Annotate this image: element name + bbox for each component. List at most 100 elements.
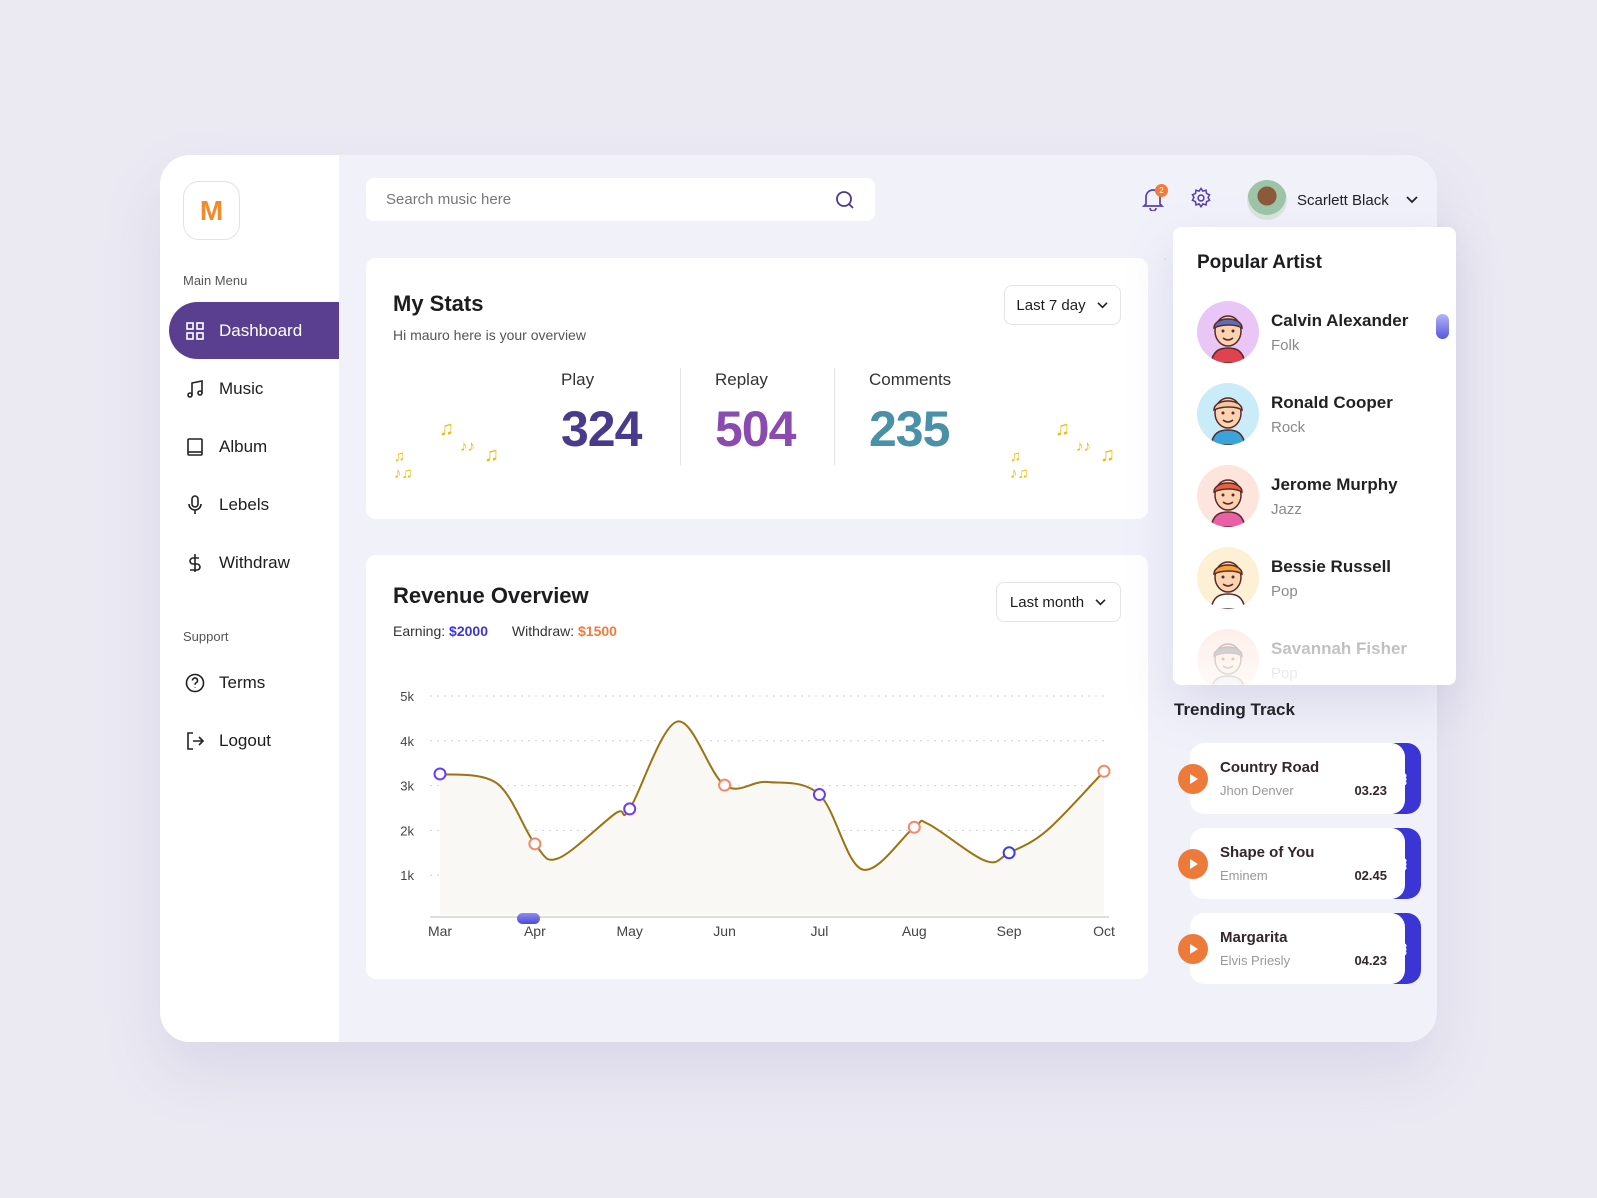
artist-genre: Rock	[1271, 418, 1306, 436]
search-icon[interactable]	[835, 190, 855, 210]
stat-replay: Replay 504	[715, 370, 796, 458]
artist-name: Calvin Alexander	[1271, 310, 1409, 330]
artist-item[interactable]: Calvin Alexander Folk	[1197, 301, 1408, 363]
track-duration: 03.23	[1354, 783, 1387, 798]
artist-name: Ronald Cooper	[1271, 392, 1393, 412]
y-tick-label: 2k	[400, 823, 414, 838]
stat-label: Replay	[715, 370, 768, 389]
data-point-sep	[1002, 846, 1016, 860]
user-name: Scarlett Black	[1297, 191, 1389, 209]
logout-icon	[187, 731, 205, 750]
sidebar-item-label: Album	[219, 436, 268, 456]
chevron-down-icon	[1406, 196, 1418, 204]
artist-item[interactable]: Ronald Cooper Rock	[1197, 383, 1393, 445]
artist-avatar	[1197, 465, 1259, 527]
sidebar-item-label: Music	[219, 378, 264, 398]
artist-avatar	[1197, 301, 1259, 363]
stat-value: 235	[869, 401, 950, 457]
series-line	[439, 720, 1105, 871]
chevron-down-icon	[1095, 598, 1106, 605]
main-menu-label: Main Menu	[183, 273, 248, 288]
sidebar-item-label: Withdraw	[219, 552, 290, 572]
sidebar-item-dashboard[interactable]: Dashboard	[169, 302, 339, 359]
divider	[834, 368, 835, 465]
stats-range-value: Last 7 day	[1016, 296, 1086, 314]
revenue-range-value: Last month	[1009, 593, 1085, 611]
stats-range-dropdown[interactable]: Last 7 day	[1004, 285, 1121, 325]
stats-subtitle: Hi mauro here is your overview	[393, 327, 586, 343]
logo: M	[183, 181, 240, 240]
play-button[interactable]	[1178, 764, 1208, 794]
fade-overlay	[1173, 605, 1456, 685]
grid-icon	[186, 321, 204, 340]
user-menu[interactable]: Scarlett Black	[1247, 180, 1419, 220]
track-artist: Eminem	[1220, 868, 1268, 883]
artist-item[interactable]: Jerome Murphy Jazz	[1197, 465, 1398, 527]
track-name: Margarita	[1220, 929, 1288, 946]
data-point-aug	[907, 820, 921, 834]
revenue-range-dropdown[interactable]: Last month	[996, 582, 1121, 622]
x-tick-label: Mar	[428, 923, 452, 939]
stat-label: Comments	[869, 370, 952, 389]
track-card: Margarita Elvis Priesly 04.23	[1190, 913, 1405, 984]
track-item[interactable]: Country Road Jhon Denver 03.23 •••	[1178, 743, 1421, 814]
notification-badge: 2	[1155, 184, 1168, 197]
support-label: Support	[183, 629, 229, 644]
y-tick-label: 4k	[400, 734, 414, 749]
x-tick-label: Jul	[810, 923, 828, 939]
artist-avatar	[1197, 383, 1259, 445]
earning-value: $2000	[449, 623, 488, 639]
track-artist: Elvis Priesly	[1220, 953, 1291, 968]
play-button[interactable]	[1178, 934, 1208, 964]
stat-play: Play 324	[561, 370, 642, 458]
avatar	[1247, 180, 1287, 220]
play-icon	[1190, 774, 1198, 784]
sidebar-item-label: Terms	[219, 672, 266, 692]
sidebar-item-label: Logout	[219, 730, 271, 750]
track-card: Shape of You Eminem 02.45	[1190, 828, 1405, 899]
play-icon	[1190, 859, 1198, 869]
dollar-icon	[189, 553, 201, 572]
x-tick-label: Aug	[902, 923, 927, 939]
artist-genre: Folk	[1271, 336, 1300, 354]
data-point-mar	[433, 767, 447, 781]
search-placeholder: Search music here	[386, 191, 512, 208]
artist-genre: Jazz	[1271, 500, 1302, 518]
sidebar-item-withdraw[interactable]: Withdraw	[169, 534, 339, 591]
x-tick-label: May	[616, 923, 642, 939]
revenue-summary: Earning: $2000 Withdraw: $1500	[393, 623, 617, 639]
data-point-apr	[528, 837, 542, 851]
artist-genre: Pop	[1271, 582, 1298, 600]
revenue-overview-card: Revenue Overview Earning: $2000 Withdraw…	[366, 555, 1148, 979]
track-artist: Jhon Denver	[1220, 783, 1294, 798]
stat-comments: Comments 235	[869, 370, 951, 458]
my-stats-card: My Stats Hi mauro here is your overview …	[366, 258, 1166, 519]
sidebar-item-logout[interactable]: Logout	[169, 712, 339, 769]
stat-value: 324	[561, 401, 642, 457]
x-tick-label: Oct	[1093, 923, 1115, 939]
sidebar-item-terms[interactable]: Terms	[169, 654, 339, 711]
track-card: Country Road Jhon Denver 03.23	[1190, 743, 1405, 814]
sidebar-item-label: Dashboard	[219, 320, 303, 340]
gear-icon[interactable]	[1190, 187, 1212, 209]
divider	[680, 368, 681, 465]
sidebar-item-album[interactable]: Album	[169, 418, 339, 475]
y-tick-label: 1k	[400, 868, 414, 883]
withdraw-label: Withdraw:	[511, 623, 575, 639]
chart-scroll-handle[interactable]	[517, 913, 540, 924]
track-item[interactable]: Margarita Elvis Priesly 04.23 •••	[1178, 913, 1421, 984]
notification-button[interactable]: 2	[1141, 184, 1168, 213]
track-item[interactable]: Shape of You Eminem 02.45 •••	[1178, 828, 1421, 899]
scrollbar-thumb[interactable]	[1436, 314, 1449, 339]
sidebar: M Main Menu Dashboard Music Album Lebels…	[160, 155, 339, 1042]
track-duration: 02.45	[1354, 868, 1387, 883]
artist-item[interactable]: Bessie Russell Pop	[1197, 547, 1391, 609]
x-tick-label: Apr	[524, 923, 546, 939]
search-input[interactable]: Search music here	[366, 178, 875, 221]
sidebar-item-lebels[interactable]: Lebels	[169, 476, 339, 533]
popular-title: Popular Artist	[1197, 252, 1322, 273]
play-button[interactable]	[1178, 849, 1208, 879]
sidebar-item-music[interactable]: Music	[169, 360, 339, 417]
microphone-icon	[188, 494, 202, 514]
data-point-jun	[718, 778, 732, 792]
